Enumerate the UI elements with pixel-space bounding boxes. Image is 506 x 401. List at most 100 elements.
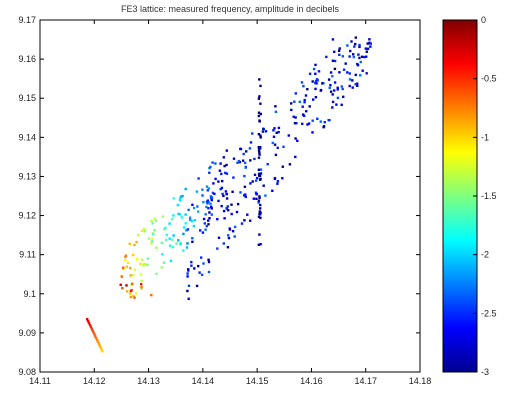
data-point <box>201 231 205 234</box>
data-point <box>207 207 210 210</box>
data-point <box>331 106 334 109</box>
data-point <box>225 206 228 210</box>
data-point <box>130 288 133 292</box>
data-point <box>293 100 296 103</box>
data-point <box>244 166 247 169</box>
data-point <box>187 284 191 287</box>
data-point <box>255 197 258 200</box>
data-point <box>338 53 341 56</box>
data-point <box>227 234 230 237</box>
data-point <box>239 147 242 151</box>
data-point <box>327 78 331 81</box>
data-point <box>348 55 351 58</box>
data-point <box>184 213 187 216</box>
data-point <box>306 123 309 126</box>
data-point <box>204 213 207 216</box>
colorbar-tick-label: -2.5 <box>481 308 497 318</box>
data-point <box>168 222 171 225</box>
data-point <box>186 242 189 245</box>
data-point <box>331 38 335 41</box>
data-point <box>185 229 188 232</box>
data-point <box>259 168 263 171</box>
data-point <box>239 191 242 194</box>
data-point <box>205 185 209 188</box>
data-point <box>168 237 171 240</box>
data-point <box>184 222 187 225</box>
data-point <box>298 100 301 103</box>
data-point <box>221 192 224 196</box>
data-point <box>178 213 182 216</box>
data-point <box>259 146 262 149</box>
data-point <box>143 227 146 231</box>
data-point <box>190 264 193 267</box>
data-point <box>258 78 261 81</box>
data-point <box>220 186 224 190</box>
data-point <box>180 216 183 219</box>
data-point <box>172 197 175 200</box>
data-point <box>189 218 192 221</box>
data-point <box>369 42 372 45</box>
data-point <box>273 176 277 180</box>
data-point <box>146 263 149 267</box>
data-point <box>225 149 228 152</box>
data-point <box>281 177 284 180</box>
data-point <box>300 81 304 84</box>
data-point <box>272 129 275 132</box>
data-point <box>274 110 278 113</box>
data-point <box>257 149 261 152</box>
data-point <box>126 290 129 293</box>
data-point <box>331 100 335 104</box>
data-point <box>129 274 132 277</box>
data-point <box>235 210 239 214</box>
data-point <box>172 234 175 237</box>
data-point <box>163 261 166 264</box>
data-point <box>308 72 312 75</box>
data-point <box>133 243 136 247</box>
data-point <box>314 81 317 85</box>
data-point <box>257 114 261 118</box>
data-point <box>305 110 308 113</box>
data-point <box>155 246 158 249</box>
data-point <box>150 219 153 223</box>
data-point <box>277 130 280 134</box>
data-point <box>354 42 357 46</box>
data-point <box>262 184 265 187</box>
data-point <box>125 265 129 268</box>
data-point <box>220 172 223 176</box>
data-point <box>259 203 262 207</box>
data-point <box>336 96 340 100</box>
data-point <box>186 275 189 278</box>
data-point <box>207 258 210 261</box>
data-point <box>213 192 216 196</box>
data-point <box>222 242 225 245</box>
data-point <box>98 344 101 347</box>
data-point <box>356 82 359 85</box>
data-point <box>222 156 225 159</box>
data-point <box>363 55 366 59</box>
data-point <box>211 191 215 195</box>
data-point <box>301 122 304 125</box>
data-point <box>258 233 261 236</box>
data-point <box>99 346 102 349</box>
data-point <box>254 179 258 182</box>
data-point <box>137 234 140 237</box>
data-point <box>258 195 261 198</box>
data-point <box>317 70 321 73</box>
data-point <box>217 180 220 183</box>
data-point <box>87 321 91 325</box>
data-point <box>276 146 279 149</box>
data-point <box>227 236 231 240</box>
data-point <box>333 50 336 53</box>
data-point <box>210 196 214 199</box>
data-point <box>143 230 147 233</box>
data-point <box>92 331 95 334</box>
x-tick-label: 14.17 <box>354 376 377 386</box>
data-point <box>243 161 247 165</box>
data-point <box>140 279 143 283</box>
data-point <box>257 146 260 149</box>
data-point <box>124 258 127 262</box>
data-point <box>154 219 158 222</box>
data-point <box>333 59 337 63</box>
colorbar: 0 -0.5 -1 -1.5 -2 -2.5 -3 <box>442 15 497 377</box>
data-point <box>219 188 222 191</box>
